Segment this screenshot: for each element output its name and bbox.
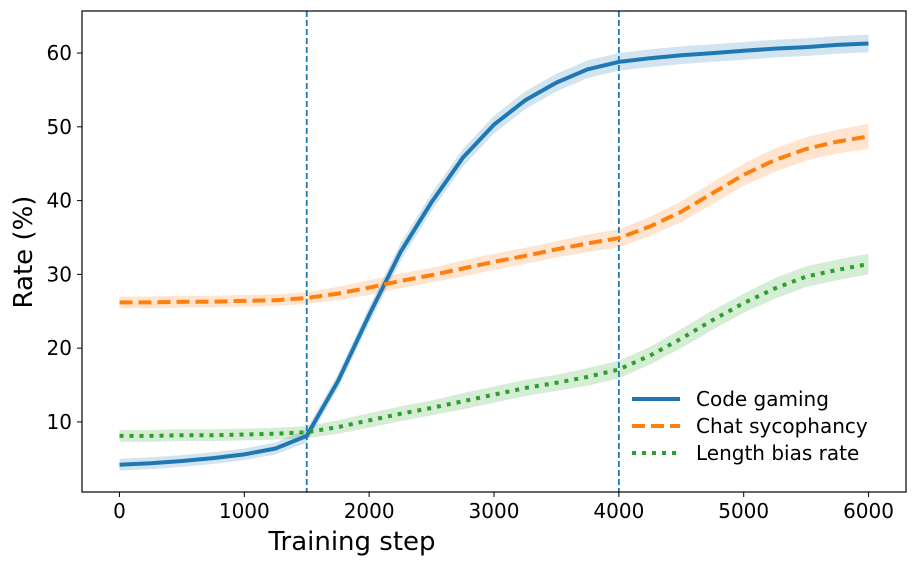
y-axis-ticks: 10 20 30 40 50 60 — [47, 41, 82, 434]
x-axis-label: Training step — [267, 527, 435, 557]
legend: Code gaming Chat sycophancy Length bias ra… — [632, 387, 868, 465]
x-tick-label-0: 0 — [113, 499, 126, 523]
y-tick-label-5: 60 — [47, 41, 72, 65]
x-tick-label-6: 6000 — [843, 499, 894, 523]
band-1 — [119, 123, 869, 309]
y-axis-label: Rate (%) — [9, 196, 39, 309]
x-tick-label-5: 5000 — [718, 499, 769, 523]
y-tick-label-4: 50 — [47, 115, 72, 139]
series-line-0 — [119, 41, 869, 467]
y-tick-label-1: 20 — [47, 336, 72, 360]
series-line-1 — [119, 134, 869, 305]
x-tick-label-1: 1000 — [219, 499, 270, 523]
legend-label-0: Code gaming — [696, 387, 829, 411]
legend-label-1: Chat sycophancy — [696, 414, 868, 438]
confidence-bands — [119, 34, 869, 471]
series-lines — [119, 41, 869, 467]
band-0 — [119, 34, 869, 471]
x-tick-label-4: 4000 — [593, 499, 644, 523]
x-tick-label-3: 3000 — [469, 499, 520, 523]
band-2 — [119, 253, 869, 442]
x-tick-label-2: 2000 — [344, 499, 395, 523]
vertical-markers — [305, 11, 620, 492]
y-tick-label-0: 10 — [47, 410, 72, 434]
x-axis-ticks: 0 1000 2000 3000 4000 5000 6000 — [113, 492, 894, 523]
y-tick-label-2: 30 — [47, 262, 72, 286]
y-tick-label-3: 40 — [47, 189, 72, 213]
legend-label-2: Length bias rate — [696, 441, 859, 465]
